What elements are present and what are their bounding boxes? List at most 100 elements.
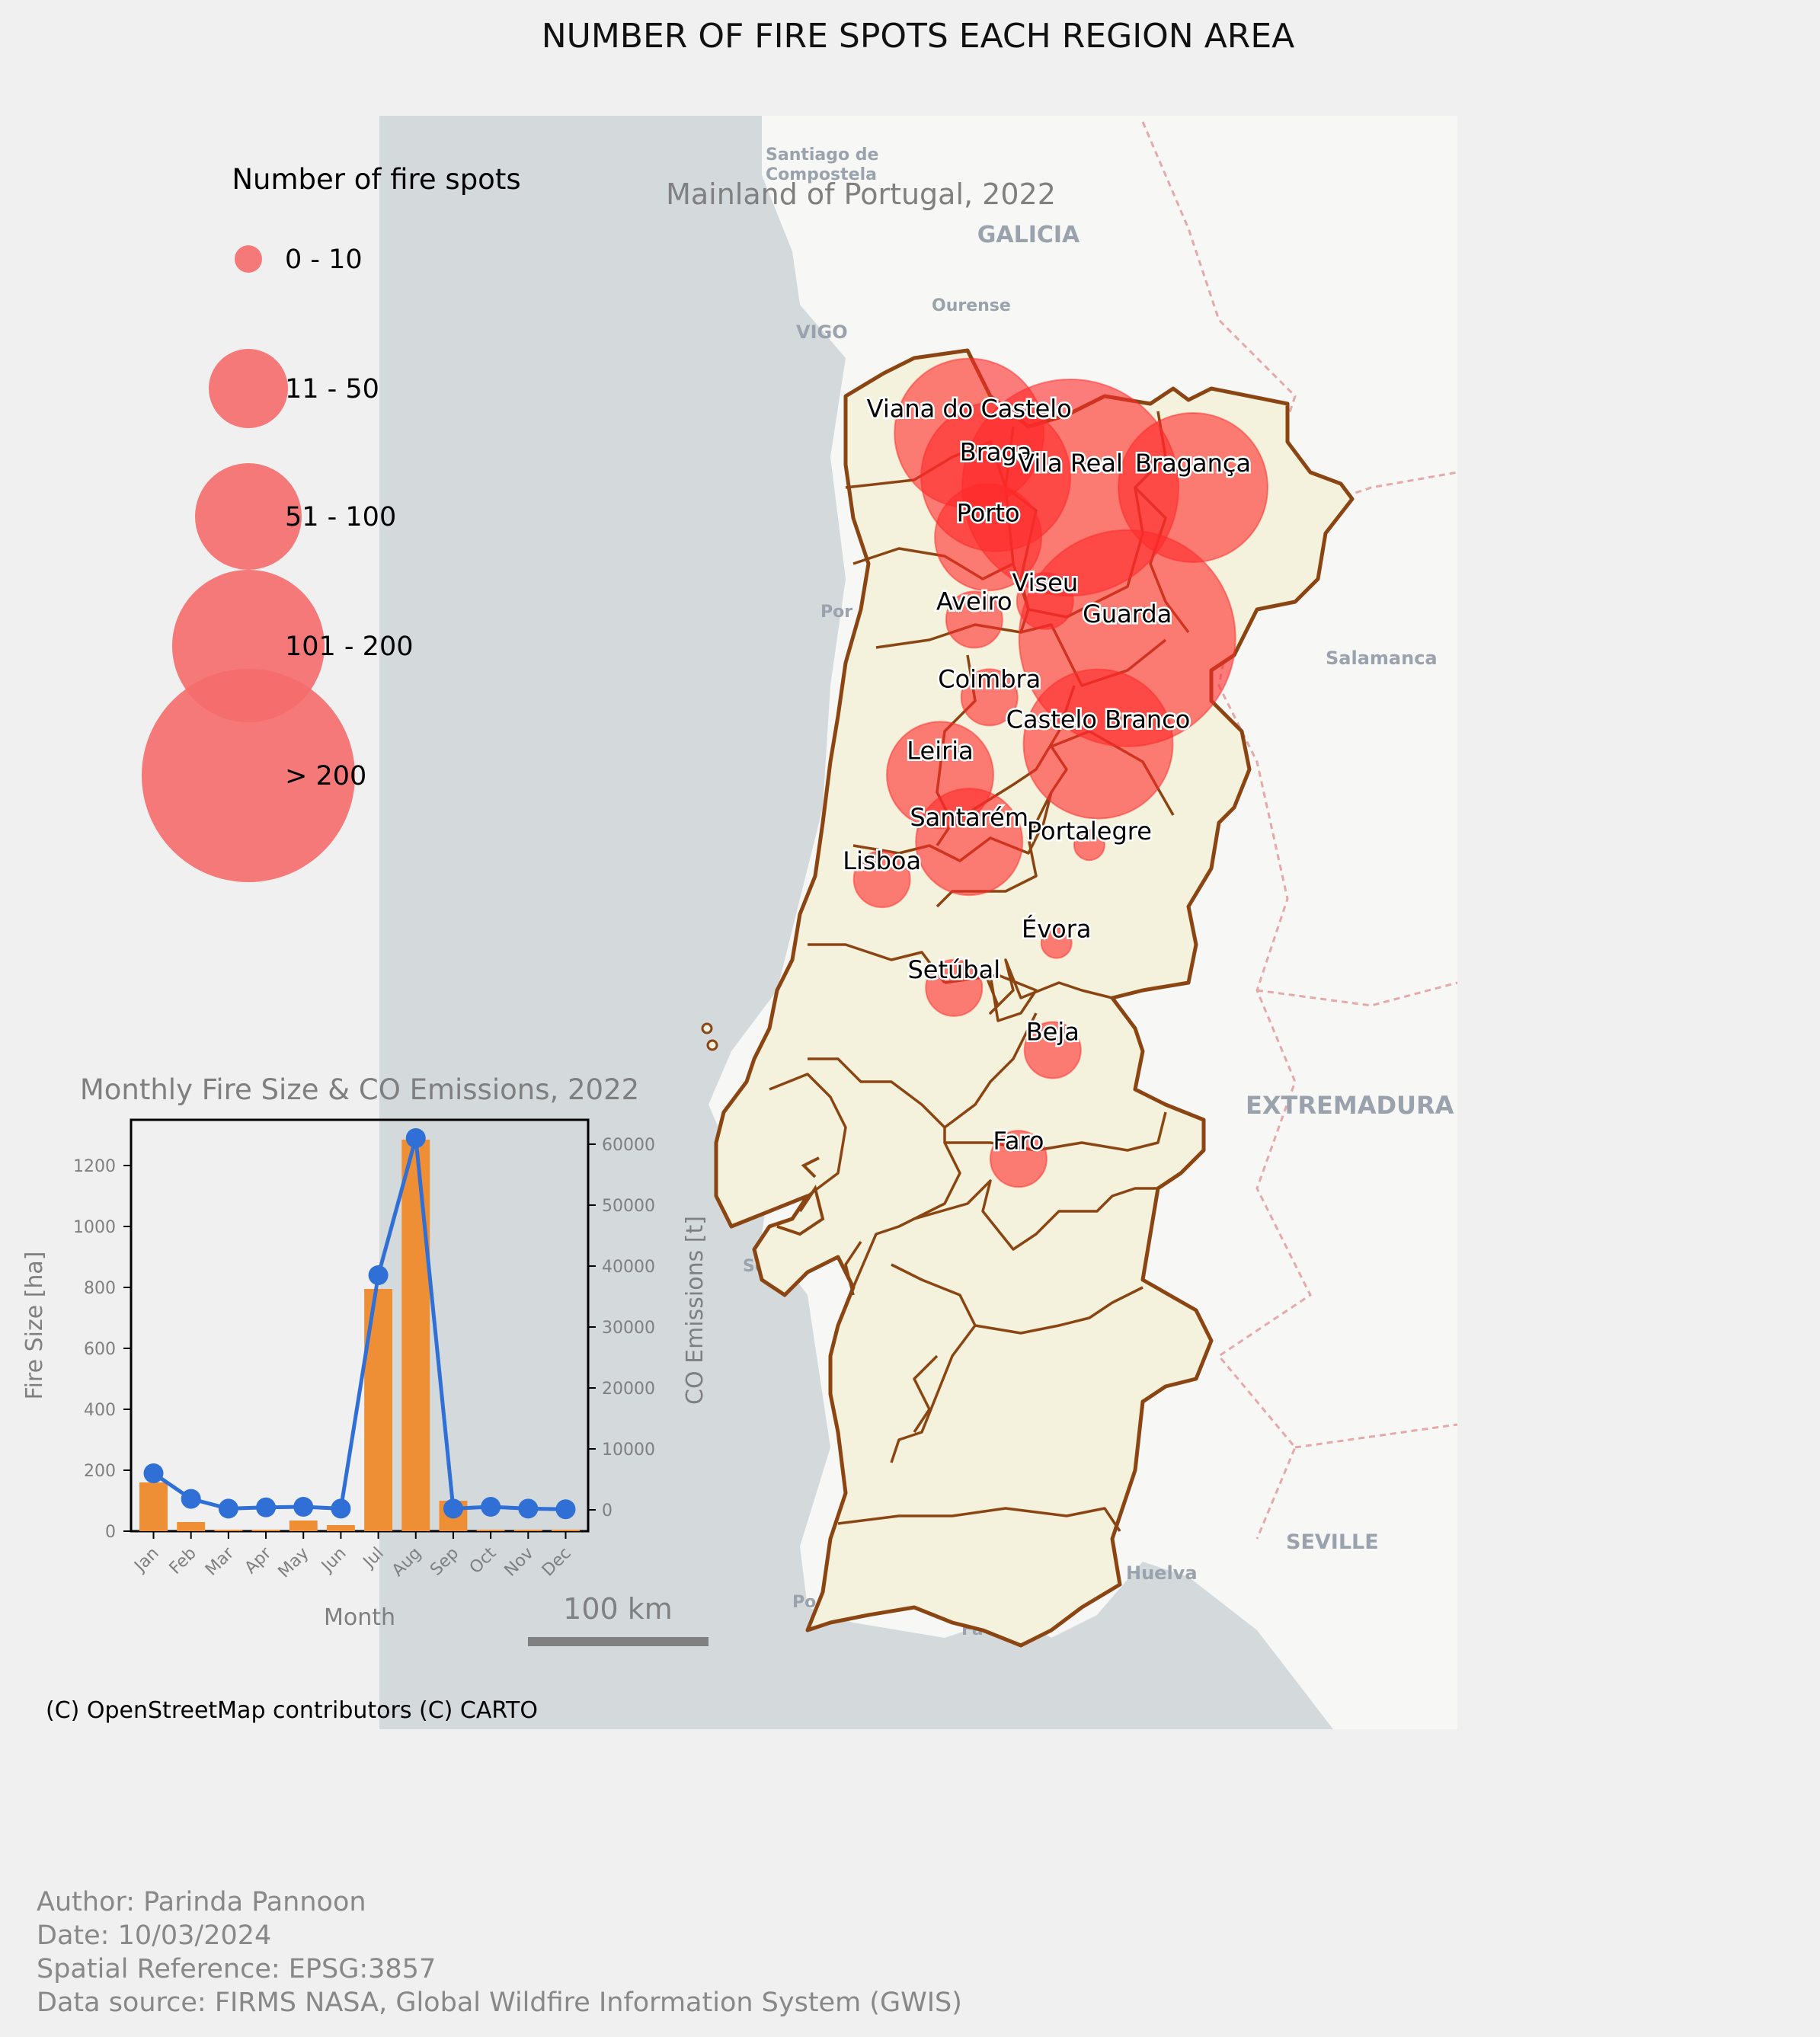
co-emissions-point [555,1499,576,1520]
credit-source: Data source: FIRMS NASA, Global Wildfire… [37,1987,962,2018]
credit-author: Author: Parinda Pannoon [37,1887,366,1917]
legend: Number of fire spots 0 - 10 11 - 50 51 - 1… [142,163,521,882]
legend-title: Number of fire spots [232,163,520,196]
y-tick-label: 1200 [73,1157,116,1176]
region-label: Évora [1022,915,1092,944]
region-label: Leiria [907,736,974,765]
legend-label: 11 - 50 [285,374,379,405]
fire-bubble [989,1130,1048,1188]
fire-bubble [934,483,1043,592]
co-emissions-point [293,1497,314,1517]
legend-bubble [195,463,302,570]
region-label: Santarém [910,803,1028,832]
co-emissions-point [443,1498,463,1519]
basemap-label: Por [820,603,852,622]
basemap-label: Po [792,1593,816,1612]
fire-size-bar [177,1522,206,1531]
basemap-label: VIGO [796,321,848,343]
region-label: Vila Real [1018,449,1123,478]
region-label: Setúbal [907,955,1000,984]
chart-title: Monthly Fire Size & CO Emissions, 2022 [80,1073,639,1106]
x-tick-label: May [275,1544,313,1582]
y2-axis-label: CO Emissions [t] [682,1216,708,1405]
basemap-label: GALICIA [977,222,1080,248]
fire-size-bar [513,1530,542,1531]
basemap-label: Salamanca [1326,648,1438,669]
fire-bubble [915,788,1024,897]
basemap-label: Santiago de [766,146,878,165]
region-label: Aveiro [936,587,1012,616]
region-label: Bragança [1135,449,1251,478]
basemap-label: EXTREMADURA [1246,1091,1454,1120]
co-emissions-point [368,1265,389,1285]
y2-tick-label: 20000 [602,1380,655,1399]
region-label: Coimbra [938,664,1041,693]
fire-size-bar [552,1530,580,1531]
y2-tick-label: 10000 [602,1441,655,1460]
scale-bar-label: 100 km [563,1592,673,1626]
x-tick-label: Apr [241,1543,276,1578]
legend-label: 101 - 200 [285,632,414,662]
x-axis-label: Month [324,1604,395,1631]
legend-label: 51 - 100 [285,502,396,532]
co-emissions-point [181,1489,201,1509]
spain-boundary [1141,121,1312,1540]
x-tick-label: Feb [166,1544,200,1578]
figure-title: NUMBER OF FIRE SPOTS EACH REGION AREA [541,17,1295,56]
y2-tick-label: 0 [602,1501,613,1521]
region-label: Faro [993,1126,1044,1155]
co-emissions-point [143,1463,164,1483]
estuary-detail [776,1156,825,1236]
region-label: Castelo Branco [1006,705,1191,734]
fire-bubble [1040,926,1073,959]
fire-size-bar [214,1530,243,1531]
x-tick-label: Mar [202,1543,238,1580]
basemap-label: Huelva [1126,1562,1198,1584]
fire-bubble [925,958,984,1017]
co-emissions-point [481,1497,501,1517]
y-tick-label: 800 [84,1279,116,1298]
y-tick-label: 0 [105,1523,116,1542]
islet [701,1022,713,1034]
legend-bubble [235,245,262,273]
x-tick-label: Jun [317,1544,350,1577]
y2-tick-label: 40000 [602,1258,655,1277]
legend-bubble [209,349,288,428]
fire-size-bar [139,1482,168,1531]
fire-bubble [852,850,911,909]
map-attribution: (C) OpenStreetMap contributors (C) CARTO [46,1697,538,1724]
region-label: Viseu [1012,568,1078,597]
region-label: Lisboa [843,846,921,875]
fire-size-bar [401,1140,430,1531]
co-emissions-point [331,1498,351,1519]
fire-size-bar [251,1530,280,1531]
co-emissions-point [518,1498,539,1519]
y2-tick-label: 50000 [602,1197,655,1216]
fire-size-bar [289,1521,318,1531]
credit-srs: Spatial Reference: EPSG:3857 [37,1954,437,1984]
plot-frame [130,1118,590,1533]
region-label: Porto [957,498,1020,527]
legend-label: > 200 [285,761,366,791]
y2-tick-label: 30000 [602,1319,655,1338]
map-subtitle: Mainland of Portugal, 2022 [666,177,1056,211]
legend-label: 0 - 10 [285,245,363,275]
islet-2 [706,1039,718,1051]
credit-date: Date: 10/03/2024 [37,1920,272,1951]
fire-bubble [1023,1021,1082,1079]
fire-size-bar [326,1525,355,1531]
co-emissions-point [256,1497,277,1517]
y2-tick-label: 60000 [602,1136,655,1155]
y-tick-label: 1000 [73,1218,116,1237]
fire-bubbles [852,357,1269,1188]
basemap-label: Compostela [766,165,877,184]
x-tick-label: Jan [130,1544,163,1577]
y-tick-label: 200 [84,1462,116,1481]
co-emissions-point [218,1498,238,1519]
fire-bubble [945,590,1003,649]
y-tick-label: 400 [84,1401,116,1420]
fire-bubble [1073,829,1105,862]
